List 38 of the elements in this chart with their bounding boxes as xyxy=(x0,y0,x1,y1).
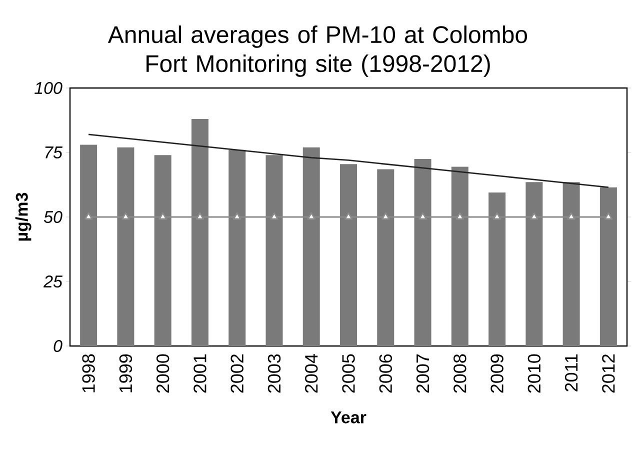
bar xyxy=(266,155,283,346)
bar xyxy=(526,182,543,346)
bar xyxy=(451,166,468,346)
x-tick-label: 2001 xyxy=(194,354,206,393)
x-tick-label: 2009 xyxy=(490,354,504,393)
x-tick-label: 1999 xyxy=(119,354,132,392)
x-tick-label: 2005 xyxy=(342,354,355,393)
y-tick-label: 75 xyxy=(45,146,63,158)
x-tick-label: 2003 xyxy=(268,354,281,393)
x-axis-title: Year xyxy=(330,412,366,424)
x-tick-label: 2011 xyxy=(564,354,578,392)
bar xyxy=(414,158,432,346)
chart-title: Annual averages of PM-10 at Colombo Fort Monitoring site (1998-2012) xyxy=(108,26,528,77)
bar xyxy=(117,147,134,346)
x-tick-label: 1998 xyxy=(82,354,95,392)
y-tick-label: 50 xyxy=(44,210,62,224)
y-tick-label: 100 xyxy=(34,82,62,94)
bar xyxy=(191,118,208,346)
x-tick-label: 2006 xyxy=(379,354,392,393)
bar xyxy=(80,144,98,346)
bar xyxy=(600,187,617,346)
y-axis-title: µg/m3 xyxy=(15,192,32,241)
x-tick-label: 2010 xyxy=(528,354,541,393)
x-tick-label: 2004 xyxy=(305,354,318,393)
x-tick-label: 2002 xyxy=(230,354,244,393)
bar xyxy=(228,150,246,346)
bar xyxy=(154,155,172,346)
bar xyxy=(562,182,580,346)
bar xyxy=(377,169,394,346)
x-tick-label: 2007 xyxy=(416,354,430,393)
x-tick-label: 2000 xyxy=(156,354,170,393)
bar xyxy=(340,164,358,346)
y-tick-label: 25 xyxy=(43,275,63,288)
bar xyxy=(302,147,320,346)
y-tick-label: 0 xyxy=(54,340,62,352)
x-tick-label: 2008 xyxy=(454,354,466,393)
x-tick-label: 2012 xyxy=(602,354,615,393)
bar xyxy=(488,192,506,346)
